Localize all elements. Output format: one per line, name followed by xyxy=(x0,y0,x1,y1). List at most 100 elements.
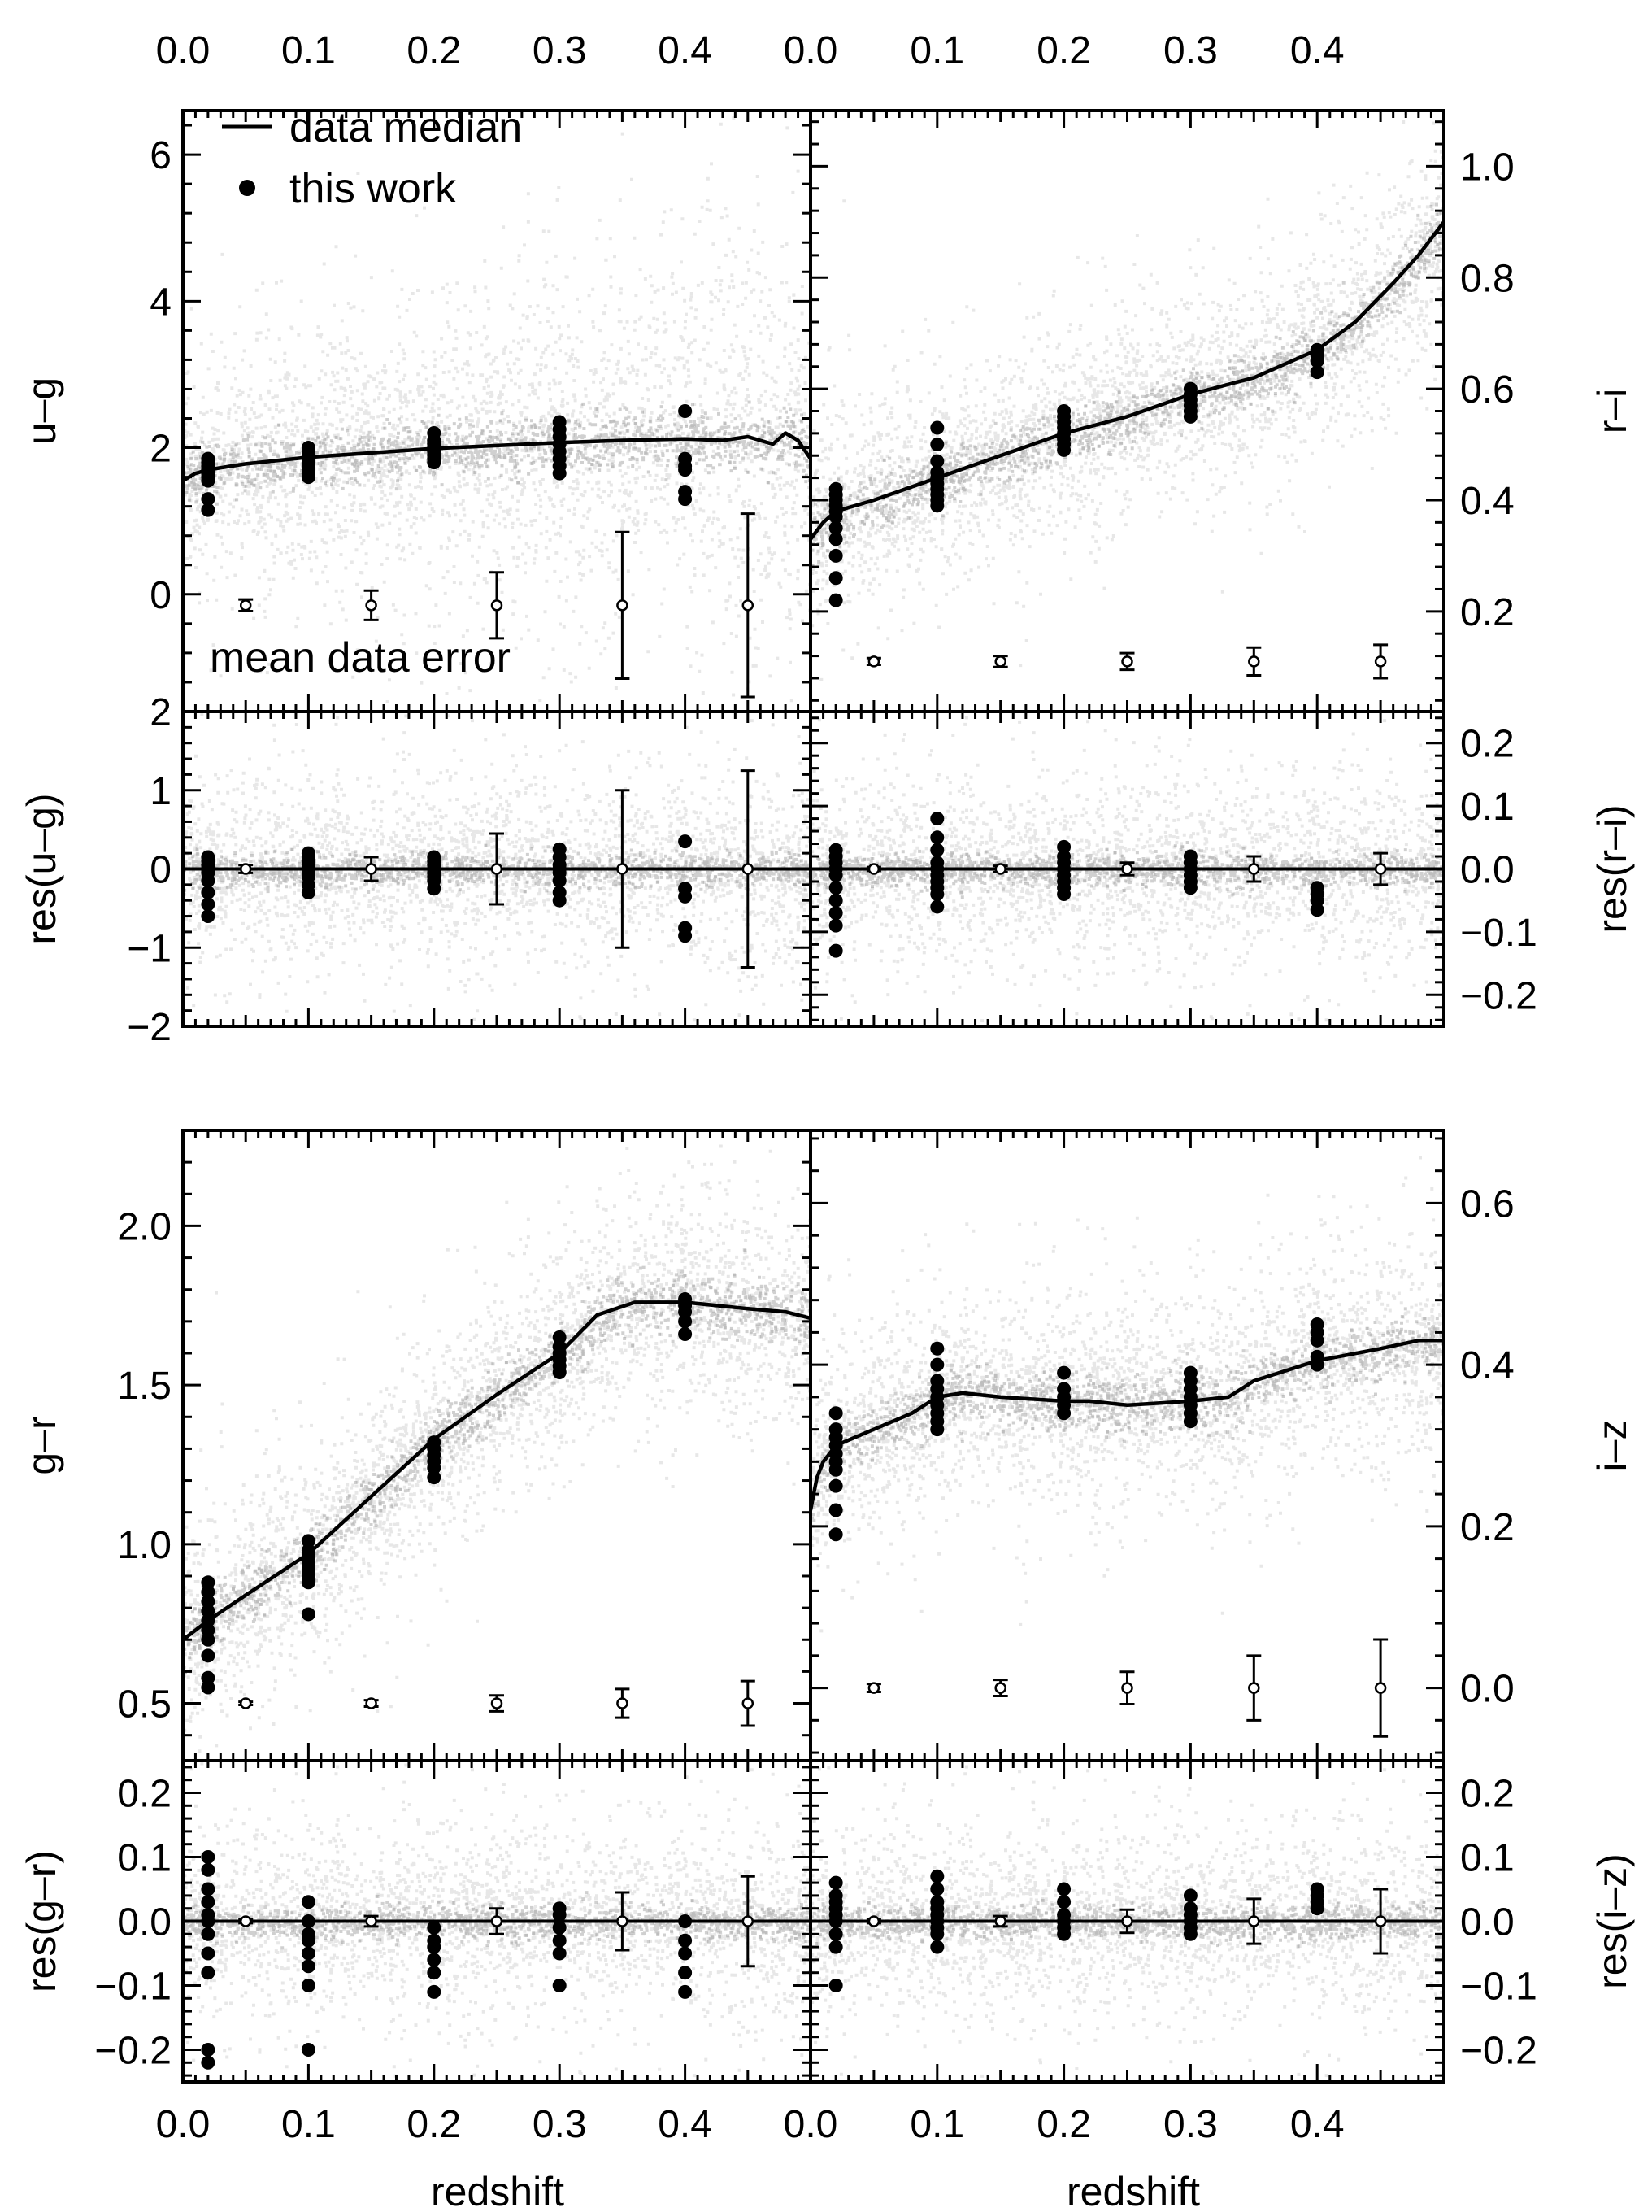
ytick-label: 1.0 xyxy=(1460,146,1515,189)
data-point xyxy=(828,593,843,607)
cloud-speckle xyxy=(811,1156,1444,1633)
data-point xyxy=(201,897,215,912)
ytick-label: 6 xyxy=(150,134,172,177)
data-point xyxy=(930,1940,945,1954)
data-point xyxy=(678,889,693,904)
ytick-labels-gr: 0.5 1.0 1.5 2.0 xyxy=(117,1205,172,1726)
xtick-label: 0.3 xyxy=(1163,2103,1218,2146)
error-bar xyxy=(866,655,881,668)
data-point xyxy=(301,1959,315,1974)
ytick-label: −2 xyxy=(127,1006,172,1049)
data-point xyxy=(828,943,843,958)
ytick-labels-ri: 0.2 0.4 0.6 0.8 1.0 xyxy=(1460,146,1515,634)
y-axis-label-ri: r–i xyxy=(1589,389,1635,434)
data-point xyxy=(930,843,945,857)
data-point xyxy=(828,1503,843,1517)
ytick-label: 2 xyxy=(150,428,172,471)
data-point xyxy=(201,1882,215,1896)
xtick-label: 0.1 xyxy=(281,2103,336,2146)
error-bar xyxy=(1373,1638,1389,1738)
ytick-label: −1 xyxy=(127,927,172,970)
data-point xyxy=(201,503,215,517)
legend: data median this work mean data error xyxy=(210,104,522,681)
data-point xyxy=(1057,442,1072,457)
data-point xyxy=(201,1632,215,1647)
data-point xyxy=(301,1895,315,1909)
panel-iz xyxy=(811,1317,1444,1738)
axis-labels: redshift redshift xyxy=(431,2169,1200,2212)
data-point xyxy=(678,1914,693,1928)
data-point xyxy=(1310,1357,1324,1372)
data-point xyxy=(427,882,441,896)
data-point xyxy=(828,893,843,908)
data-point xyxy=(301,1575,315,1590)
panel-res_gr xyxy=(183,1850,811,2070)
ytick-label: 0.2 xyxy=(1460,723,1515,766)
data-point xyxy=(930,1869,945,1883)
data-point xyxy=(427,1984,441,1999)
panel-ri xyxy=(811,220,1444,680)
panel-res_ug xyxy=(183,769,811,969)
data-point xyxy=(930,1357,945,1372)
data-point xyxy=(828,1927,843,1941)
xtick-label: 0.0 xyxy=(156,2103,211,2146)
data-point xyxy=(201,492,215,507)
data-point xyxy=(1310,354,1324,368)
data-point xyxy=(301,886,315,900)
data-point xyxy=(930,886,945,901)
data-point xyxy=(552,1979,567,1992)
error-bar xyxy=(1246,646,1262,677)
data-point xyxy=(828,520,843,535)
data-point xyxy=(930,1341,945,1356)
plot-layer xyxy=(183,220,1444,2070)
ytick-labels-ug: 0 2 4 6 xyxy=(150,134,172,617)
ytick-labels-res_gr: −0.2 −0.1 0.0 0.1 0.2 xyxy=(94,1773,172,2073)
xtick-label: 0.4 xyxy=(658,29,712,72)
ytick-label: 1.5 xyxy=(117,1365,172,1408)
data-point xyxy=(678,1314,693,1329)
data-point xyxy=(427,455,441,470)
ytick-labels-res_iz: −0.2 −0.1 0.0 0.1 0.2 xyxy=(1460,1773,1537,2073)
ytick-label: 0.2 xyxy=(1460,1773,1515,1816)
panel-frames: 0 2 4 6 u–g 0.2 0.4 0.6 0.8 1.0 r–i −2 −1 0 1 2 res(u–g)… xyxy=(19,29,1635,2146)
xtick-label: 0.2 xyxy=(406,29,461,72)
ytick-labels-iz: 0.0 0.2 0.4 0.6 xyxy=(1460,1182,1515,1710)
data-point xyxy=(678,1946,693,1961)
data-point xyxy=(930,1882,945,1896)
ytick-label: 2 xyxy=(150,691,172,734)
data-point xyxy=(552,1946,567,1961)
data-point xyxy=(678,1984,693,1999)
ytick-label: −0.2 xyxy=(1460,2030,1537,2073)
data-point xyxy=(678,834,693,849)
cloud-speckle xyxy=(183,1130,811,1761)
data-point xyxy=(301,470,315,485)
data-point xyxy=(552,1920,567,1935)
x-axis-label-left: redshift xyxy=(431,2169,564,2212)
data-point xyxy=(201,1585,215,1600)
error-bar xyxy=(1119,1908,1135,1935)
error-bar xyxy=(740,512,755,699)
error-bar xyxy=(489,832,504,906)
data-point xyxy=(201,1850,215,1864)
data-point xyxy=(201,1594,215,1609)
xtick-label: 0.0 xyxy=(156,29,211,72)
error-bar xyxy=(363,856,379,882)
data-point xyxy=(828,1462,843,1477)
density-cloud-ri xyxy=(811,111,1444,681)
error-bar xyxy=(1246,855,1262,883)
ytick-label: 0.2 xyxy=(117,1773,172,1816)
ytick-label: −0.1 xyxy=(1460,912,1537,955)
error-bar xyxy=(1119,651,1135,672)
ytick-label: 0.1 xyxy=(1460,786,1515,829)
y-axis-label-res_iz: res(i–z) xyxy=(1589,1853,1635,1989)
data-point xyxy=(828,1979,843,1992)
ticks-res_ug xyxy=(181,710,812,1028)
data-point xyxy=(1310,903,1324,917)
data-point xyxy=(678,404,693,418)
error-bar xyxy=(615,1891,630,1952)
data-point xyxy=(828,868,843,882)
data-point xyxy=(301,1914,315,1928)
data-point xyxy=(1310,365,1324,380)
xtick-label: 0.0 xyxy=(784,29,838,72)
ytick-label: 0 xyxy=(150,849,172,892)
